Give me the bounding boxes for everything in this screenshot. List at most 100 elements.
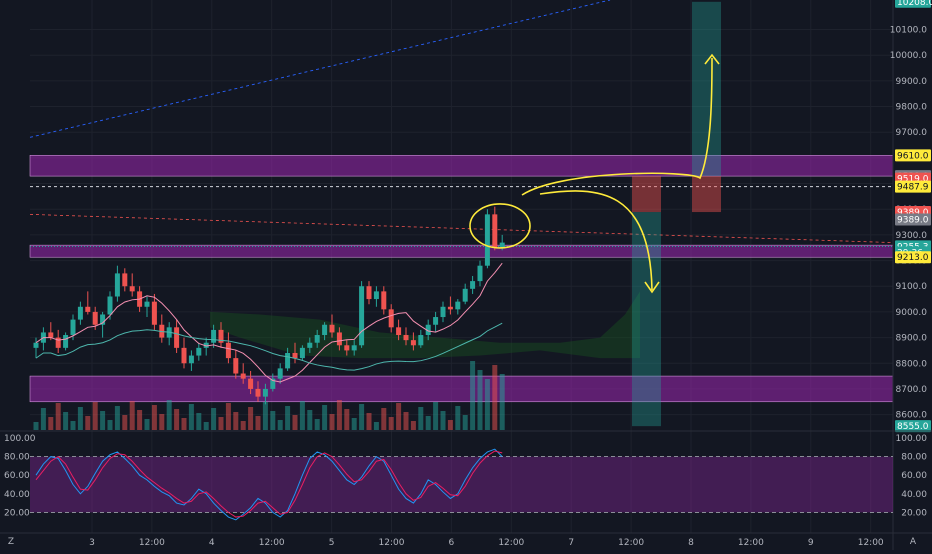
candle-body	[410, 340, 416, 346]
price-tick-label: 8700.0	[896, 385, 928, 395]
stoch-k-line	[35, 448, 503, 521]
volume-bar	[92, 402, 98, 430]
candle-body	[211, 329, 217, 343]
volume-bar	[225, 403, 231, 430]
time-tick-label: 12:00	[259, 538, 285, 548]
candle-body	[307, 342, 313, 348]
candle-body	[477, 265, 483, 282]
candle-body	[255, 388, 261, 397]
auto-scale-button[interactable]: A	[909, 537, 917, 547]
volume-bar	[63, 412, 69, 430]
candle-body	[92, 311, 98, 325]
candle-body	[77, 306, 83, 320]
candle-body	[107, 296, 113, 315]
stoch-zone	[30, 456, 893, 513]
volume-bar	[48, 417, 54, 430]
time-tick-label: 12:00	[379, 538, 405, 548]
price-label: 9487.9	[897, 183, 929, 193]
time-tick-label: 3	[89, 538, 95, 548]
volume-bar	[188, 404, 194, 430]
candle-body	[314, 335, 320, 343]
annotation-arrow-up	[521, 57, 713, 196]
volume-bar	[307, 410, 313, 430]
osc-tick-label: 40.00	[901, 490, 927, 500]
price-label-bg	[895, 213, 931, 226]
volume-bar	[492, 365, 498, 430]
volume-bar	[144, 419, 150, 430]
price-label: 9389.0	[897, 215, 929, 225]
candle-body	[484, 214, 490, 266]
candle-body	[418, 335, 424, 346]
moving-average-fast	[35, 262, 503, 383]
time-tick-label: 12:00	[498, 538, 524, 548]
price-label-bg	[895, 0, 931, 8]
osc-left-tick-label: 40.00	[4, 490, 30, 500]
volume-bar	[211, 408, 217, 430]
annotation-arrow-down	[539, 190, 653, 291]
volume-bar	[344, 409, 350, 430]
candle-body	[114, 273, 120, 297]
volume-bar	[359, 404, 365, 430]
time-tick-label: 12:00	[618, 538, 644, 548]
candle-body	[270, 378, 276, 389]
price-tick-label: 9900.0	[896, 77, 928, 87]
volume-bar	[403, 412, 409, 430]
candle-body	[277, 368, 283, 379]
candle-body	[440, 306, 446, 318]
price-tick-label: 8900.0	[896, 334, 928, 344]
volume-bar	[381, 408, 387, 430]
volume-bar	[159, 414, 165, 430]
volume-bar	[174, 409, 180, 430]
volume-bar	[440, 411, 446, 430]
volume-bar	[100, 411, 106, 430]
candle-body	[151, 301, 157, 325]
osc-left-tick-label: 60.00	[4, 471, 30, 481]
volume-bar	[462, 415, 468, 430]
candle-body	[181, 347, 187, 364]
volume-bar	[470, 361, 476, 430]
short-stop-box	[632, 176, 661, 213]
candle-body	[447, 306, 453, 310]
volume-bar	[151, 405, 157, 430]
price-axis-bg	[893, 0, 932, 550]
price-tick-label: 8800.0	[896, 359, 928, 369]
volume-bar	[114, 406, 120, 430]
candle-body	[292, 352, 298, 359]
volume-bar	[425, 416, 431, 430]
volume-bar	[270, 411, 276, 430]
candle-body	[381, 291, 387, 310]
volume-bar	[277, 420, 283, 430]
volume-bar	[322, 405, 328, 430]
volume-bar	[181, 418, 187, 430]
candle-body	[359, 286, 365, 346]
candle-body	[299, 347, 305, 359]
volume-bar	[477, 370, 483, 430]
stoch-d-line	[35, 450, 503, 518]
candle-body	[144, 301, 150, 307]
volume-bar	[240, 421, 246, 430]
candle-body	[174, 327, 180, 348]
price-tick-label: 9300.0	[896, 231, 928, 241]
volume-bar	[203, 422, 209, 430]
volume-bar	[351, 418, 357, 430]
candle-body	[329, 324, 335, 333]
price-tick-label: 10100.0	[890, 26, 927, 36]
candle-body	[225, 342, 231, 359]
volume-bar	[137, 410, 143, 430]
time-tick-label: 4	[209, 538, 215, 548]
candle-body	[218, 329, 224, 343]
candle-body	[262, 388, 268, 397]
volume-bar	[336, 400, 342, 430]
candle-body	[344, 345, 350, 351]
candle-body	[122, 273, 128, 287]
candle-body	[470, 281, 476, 289]
price-label: 9610.0	[897, 151, 929, 161]
volume-bar	[55, 403, 61, 430]
candle-body	[425, 324, 431, 336]
annotation-arrowhead-down	[644, 281, 660, 294]
volume-bar	[366, 413, 372, 430]
osc-tick-label: 20.00	[901, 508, 927, 518]
zoom-toggle-button[interactable]: Z	[7, 537, 15, 547]
candle-body	[336, 332, 342, 346]
